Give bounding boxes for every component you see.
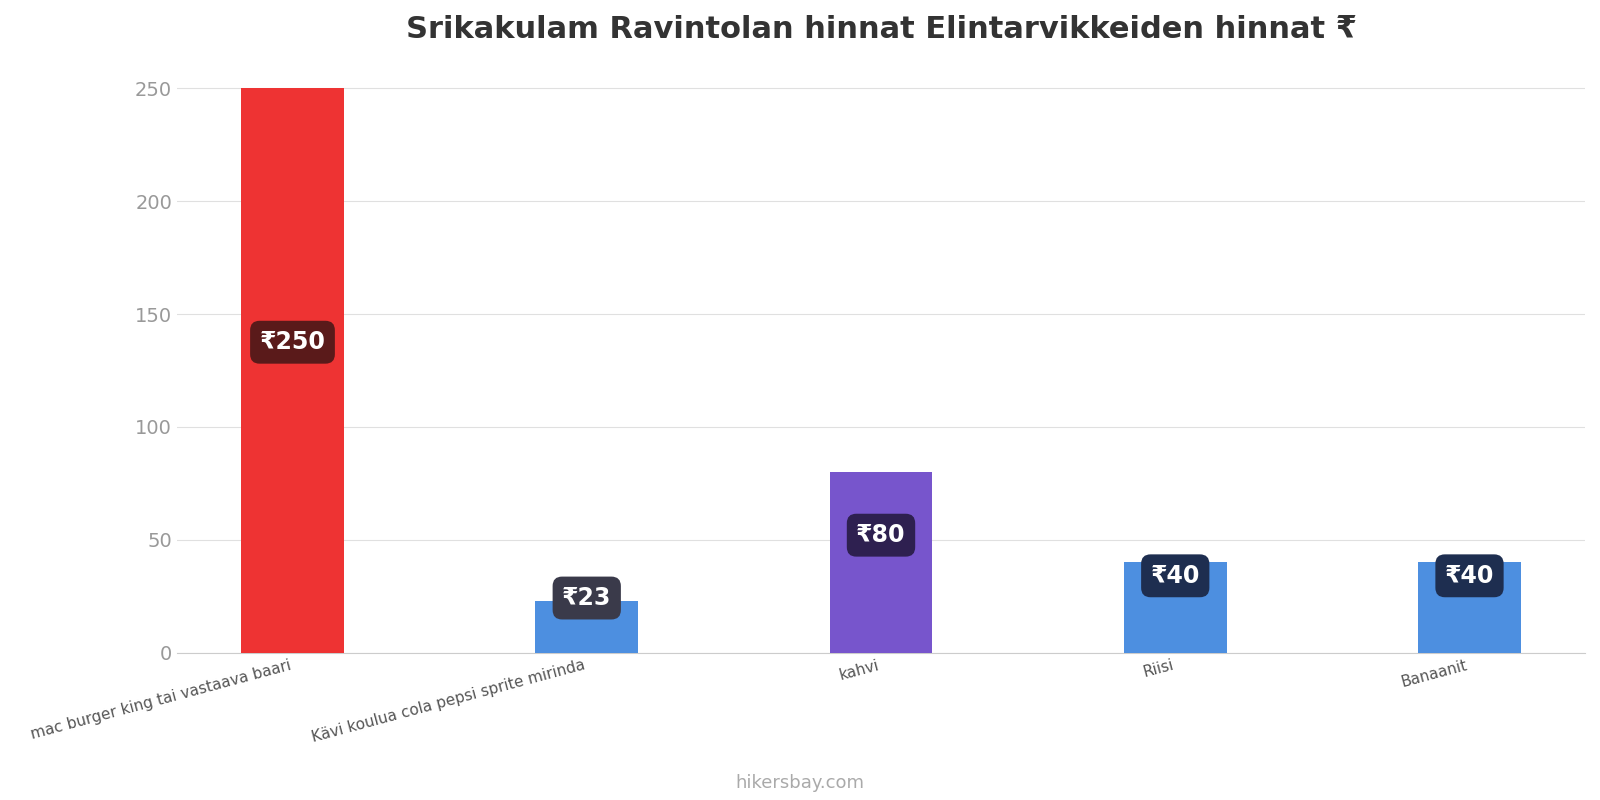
Text: ₹250: ₹250	[259, 330, 325, 354]
Bar	[536, 601, 638, 653]
Text: ₹40: ₹40	[1445, 564, 1494, 588]
Bar	[1123, 562, 1227, 653]
Bar	[242, 88, 344, 653]
Bar	[1418, 562, 1522, 653]
Text: ₹23: ₹23	[562, 586, 611, 610]
Bar	[829, 472, 933, 653]
Text: hikersbay.com: hikersbay.com	[736, 774, 864, 792]
Text: ₹80: ₹80	[856, 523, 906, 547]
Text: ₹40: ₹40	[1150, 564, 1200, 588]
Title: Srikakulam Ravintolan hinnat Elintarvikkeiden hinnat ₹: Srikakulam Ravintolan hinnat Elintarvikk…	[405, 15, 1357, 44]
